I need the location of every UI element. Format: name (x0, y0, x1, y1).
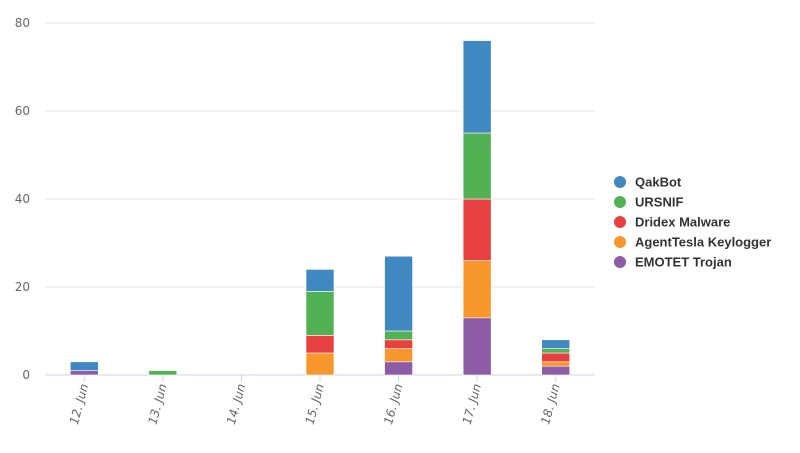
bar-segment[interactable] (384, 361, 413, 376)
legend-label: AgentTesla Keylogger (635, 235, 771, 250)
x-axis: 12. Jun 13. Jun 14. Jun 15. Jun 16. Jun 17. J… (67, 375, 563, 426)
bar-segment[interactable] (305, 269, 335, 292)
bar-segment[interactable] (69, 361, 99, 371)
bar-segment[interactable] (69, 370, 99, 376)
x-tick-label: 13. Jun (145, 382, 169, 426)
bar-segment[interactable] (384, 255, 413, 332)
x-tick-label: 15. Jun (303, 382, 327, 426)
bars (69, 40, 571, 376)
legend-marker (614, 216, 626, 228)
x-tick-label: 14. Jun (224, 382, 248, 426)
y-tick-label: 40 (15, 192, 30, 206)
legend-item[interactable]: Dridex Malware (614, 215, 730, 230)
bar-segment[interactable] (462, 317, 492, 376)
bar-segment[interactable] (305, 352, 335, 376)
bar-segment[interactable] (148, 370, 178, 376)
bar-segment[interactable] (541, 339, 571, 349)
y-tick-label: 20 (15, 280, 30, 294)
bar-segment[interactable] (305, 291, 335, 336)
x-tick-label: 17. Jun (460, 382, 484, 426)
bar-segment[interactable] (305, 335, 335, 354)
legend-marker (614, 176, 626, 188)
legend-label: URSNIF (635, 195, 683, 210)
legend-item[interactable]: AgentTesla Keylogger (614, 235, 771, 250)
y-tick-label: 80 (15, 16, 30, 30)
bar-segment[interactable] (462, 40, 492, 134)
legend-label: Dridex Malware (635, 215, 730, 230)
legend-marker (614, 236, 626, 248)
x-tick-label: 18. Jun (538, 382, 562, 426)
gridlines (45, 22, 595, 376)
legend-item[interactable]: QakBot (614, 175, 682, 190)
legend-label: QakBot (635, 175, 682, 190)
bar-segment[interactable] (462, 198, 492, 261)
y-axis: 0 20 40 60 80 (15, 16, 30, 382)
legend-item[interactable]: EMOTET Trojan (614, 255, 732, 270)
bar-segment[interactable] (462, 260, 492, 319)
bar-segment[interactable] (462, 132, 492, 200)
legend-label: EMOTET Trojan (635, 255, 732, 270)
y-tick-label: 0 (22, 368, 30, 382)
bar-segment[interactable] (384, 330, 413, 341)
bar-segment[interactable] (541, 352, 571, 363)
y-tick-label: 60 (15, 104, 30, 118)
legend-marker (614, 256, 626, 268)
bar-segment[interactable] (541, 365, 571, 376)
x-tick-label: 16. Jun (381, 382, 405, 426)
x-tick-label: 12. Jun (67, 382, 91, 426)
bar-segment[interactable] (541, 348, 571, 354)
legend-marker (614, 196, 626, 208)
legend: QakBot URSNIF Dridex Malware AgentTesla Key… (614, 175, 771, 270)
legend-item[interactable]: URSNIF (614, 195, 683, 210)
bar-segment[interactable] (384, 339, 413, 349)
bar-segment[interactable] (384, 348, 413, 363)
bar-segment[interactable] (541, 361, 571, 367)
